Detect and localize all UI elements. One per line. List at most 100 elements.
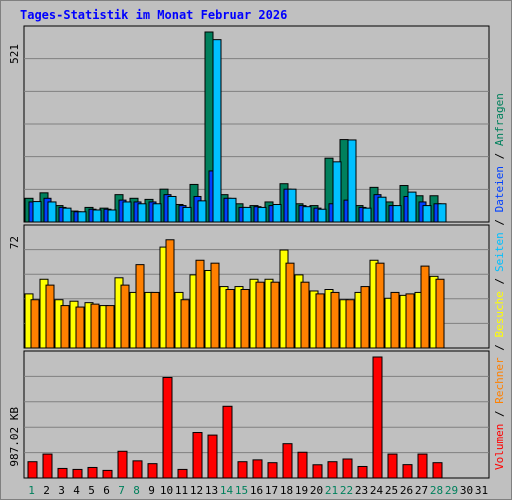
day-label-29: 29: [445, 484, 458, 497]
day-label-21: 21: [325, 484, 338, 497]
day-label-3: 3: [58, 484, 65, 497]
day-label-28: 28: [430, 484, 443, 497]
bar-rechner-day-26: [405, 293, 415, 349]
day-axis-labels: 1 2 3 4 5 6 7 8 9 10 11 12 13 14 15 16 17 18 19 20 21 22 23 24 2…: [28, 484, 488, 497]
bar-seiten-day-11: [182, 206, 192, 223]
day-label-31: 31: [475, 484, 488, 497]
bar-seiten-day-10: [167, 195, 177, 223]
bar-seiten-day-22: [347, 139, 357, 223]
bar-volumen-day-20: [312, 464, 323, 479]
bar-seiten-day-17: [272, 203, 282, 223]
bar-rechner-day-3: [60, 305, 70, 349]
bar-rechner-day-21: [330, 291, 340, 349]
legend-dateien: Dateien: [493, 166, 506, 212]
bar-seiten-day-1: [32, 201, 42, 223]
legend-rechner: Rechner: [493, 357, 506, 404]
day-label-2: 2: [43, 484, 50, 497]
hits-max-label: 521: [8, 44, 21, 64]
bar-volumen-day-6: [102, 469, 113, 479]
bar-seiten-day-26: [407, 191, 417, 223]
bar-volumen-day-14: [222, 405, 233, 479]
bar-rechner-day-5: [90, 303, 100, 349]
day-label-19: 19: [295, 484, 308, 497]
hits-panel: 521: [8, 25, 490, 223]
bar-rechner-day-2: [45, 284, 55, 349]
bar-rechner-day-24: [375, 262, 385, 349]
chart-panels: 521 72 987.02 KB: [8, 25, 490, 479]
day-label-16: 16: [250, 484, 263, 497]
bar-seiten-day-24: [377, 196, 387, 223]
bar-rechner-day-22: [345, 299, 355, 349]
bar-seiten-day-21: [332, 161, 342, 223]
bar-rechner-day-8: [135, 264, 145, 349]
day-label-6: 6: [103, 484, 110, 497]
bar-rechner-day-28: [435, 278, 445, 349]
bar-rechner-day-13: [210, 262, 220, 349]
bar-seiten-day-4: [77, 211, 87, 223]
day-label-7: 7: [118, 484, 125, 497]
legend-besuche: Besuche: [493, 291, 506, 337]
day-label-11: 11: [175, 484, 188, 497]
day-label-4: 4: [73, 484, 80, 497]
day-label-26: 26: [400, 484, 413, 497]
bar-seiten-day-6: [107, 209, 117, 223]
day-label-8: 8: [133, 484, 140, 497]
bar-volumen-day-4: [72, 468, 83, 479]
bar-rechner-day-27: [420, 265, 430, 349]
bar-seiten-day-25: [392, 205, 402, 223]
bar-volumen-day-17: [267, 462, 278, 479]
bar-rechner-day-1: [30, 299, 40, 349]
day-label-30: 30: [460, 484, 473, 497]
bar-rechner-day-11: [180, 299, 190, 349]
day-label-24: 24: [370, 484, 384, 497]
day-label-18: 18: [280, 484, 293, 497]
bar-volumen-day-27: [417, 453, 428, 479]
bar-rechner-day-23: [360, 286, 370, 349]
legend-sep-5: /: [493, 278, 506, 291]
bar-seiten-day-15: [242, 206, 252, 223]
bar-volumen-day-12: [192, 432, 203, 479]
bar-seiten-day-16: [257, 206, 267, 223]
volume-plot-area: [23, 350, 490, 479]
legend-sep-1: /: [493, 212, 506, 232]
day-label-12: 12: [190, 484, 203, 497]
legend-volumen: Volumen: [493, 424, 506, 470]
bar-volumen-day-7: [117, 450, 128, 479]
bar-volumen-day-26: [402, 464, 413, 479]
visits-volume-legend: Volumen / Rechner / Besuche /: [493, 278, 506, 470]
day-label-10: 10: [160, 484, 173, 497]
day-label-17: 17: [265, 484, 278, 497]
day-label-22: 22: [340, 484, 353, 497]
bar-volumen-day-1: [27, 461, 38, 479]
bar-seiten-day-5: [92, 209, 102, 223]
bar-volumen-day-10: [162, 376, 173, 479]
bar-rechner-day-17: [270, 281, 280, 349]
bar-volumen-day-13: [207, 434, 218, 479]
bar-rechner-day-12: [195, 259, 205, 349]
bar-rechner-day-10: [165, 239, 175, 349]
bar-rechner-day-6: [105, 305, 115, 349]
bar-volumen-day-11: [177, 468, 188, 479]
day-label-9: 9: [148, 484, 155, 497]
bar-volumen-day-16: [252, 459, 263, 479]
bar-volumen-day-18: [282, 443, 293, 479]
bar-volumen-day-21: [327, 461, 338, 479]
bar-rechner-day-20: [315, 293, 325, 349]
bar-seiten-day-18: [287, 188, 297, 223]
bar-rechner-day-18: [285, 262, 295, 349]
bar-rechner-day-19: [300, 281, 310, 349]
bar-rechner-day-15: [240, 289, 250, 349]
bar-rechner-day-14: [225, 289, 235, 349]
bar-seiten-day-28: [437, 203, 447, 223]
bar-seiten-day-12: [197, 200, 207, 223]
bar-volumen-day-28: [432, 462, 443, 479]
bar-volumen-day-3: [57, 467, 68, 479]
bar-volumen-day-5: [87, 466, 98, 479]
day-label-1: 1: [28, 484, 35, 497]
legend-sep-4: /: [493, 338, 506, 358]
bar-seiten-day-14: [227, 197, 237, 223]
day-label-23: 23: [355, 484, 368, 497]
bar-seiten-day-13: [212, 39, 222, 223]
bar-volumen-day-9: [147, 463, 158, 479]
bar-seiten-day-19: [302, 206, 312, 223]
